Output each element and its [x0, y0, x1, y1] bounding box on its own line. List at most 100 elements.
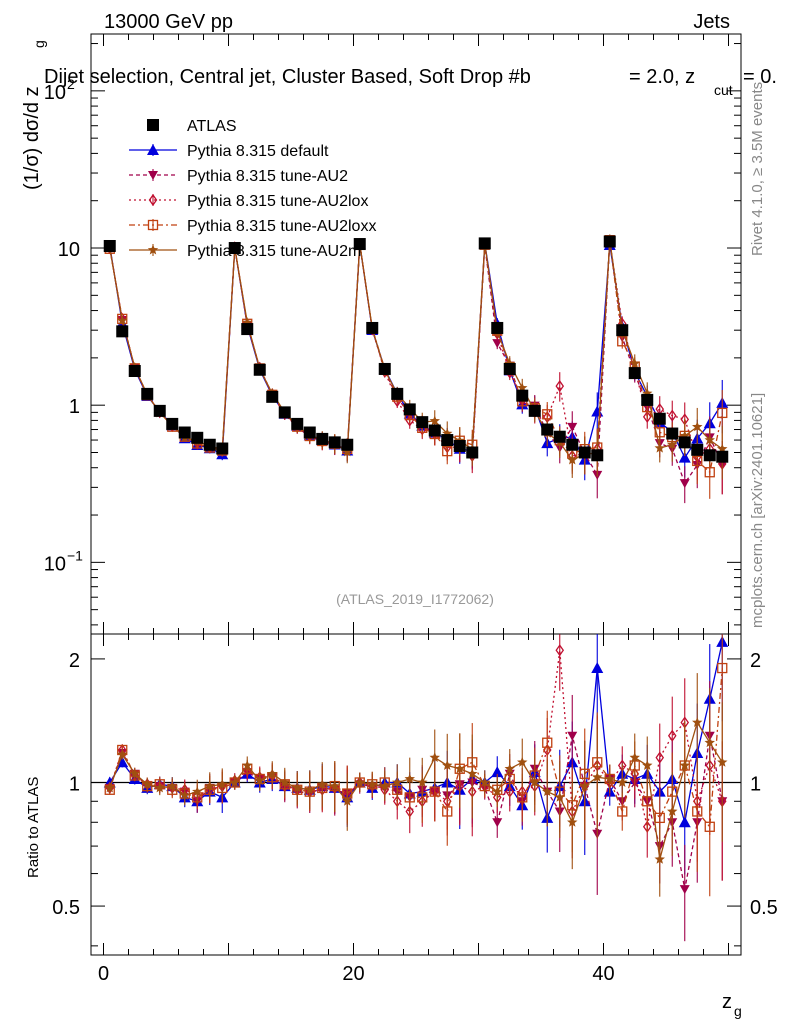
- ratio-point: [429, 752, 440, 763]
- atlas-point: [641, 393, 654, 406]
- atlas-point: [428, 424, 441, 437]
- ratio-point: [267, 768, 278, 779]
- atlas-point: [478, 237, 491, 250]
- ratio-point: [554, 791, 565, 802]
- ratio-point: [442, 806, 453, 817]
- ratio-point: [217, 778, 228, 789]
- atlas-point: [553, 430, 566, 443]
- legend-label: Pythia 8.315 default: [187, 143, 329, 160]
- ratio-tick-label-right: 1: [750, 773, 761, 795]
- legend-item: Pythia 8.315 tune-AU2loxx: [129, 218, 376, 235]
- data-point: [342, 446, 353, 457]
- main-y-axis-sub: g: [31, 40, 47, 48]
- ratio-point: [392, 776, 403, 787]
- ratio-point: [104, 782, 115, 793]
- y-tick-label: 10: [58, 239, 80, 261]
- ratio-panel: 0 20 40 2 2 1 1 0.5 0.5: [52, 34, 778, 985]
- ratio-point: [567, 731, 578, 741]
- atlas-point: [341, 438, 354, 451]
- y-tick-label: 1: [69, 396, 80, 418]
- data-point: [679, 479, 690, 489]
- ratio-point: [517, 792, 528, 803]
- atlas-point: [128, 364, 141, 377]
- ratio-point: [417, 776, 428, 787]
- atlas-point: [691, 443, 704, 456]
- ratio-point: [579, 780, 590, 791]
- atlas-point: [566, 438, 579, 451]
- atlas-point: [703, 449, 716, 462]
- atlas-point: [166, 417, 179, 430]
- legend-label: Pythia 8.315 tune-AU2m: [187, 243, 361, 260]
- ratio-point: [717, 662, 728, 674]
- atlas-point: [678, 436, 691, 449]
- data-point: [654, 442, 665, 453]
- ratio-point: [367, 778, 378, 789]
- data-point: [679, 430, 690, 441]
- ratio-point: [717, 756, 728, 767]
- ratio-series-2: [104, 681, 728, 942]
- atlas-point: [716, 450, 729, 463]
- atlas-point: [528, 404, 541, 417]
- ratio-point: [454, 763, 465, 774]
- ratio-point: [504, 763, 515, 774]
- atlas-point: [153, 404, 166, 417]
- atlas-point: [228, 242, 241, 255]
- mcplots-label: mcplots.cern.ch [arXiv:2401.10621]: [749, 393, 766, 628]
- legend-item: Pythia 8.315 tune-AU2m: [129, 243, 361, 260]
- ratio-point: [678, 816, 691, 828]
- x-tick-label: 20: [342, 963, 364, 985]
- ratio-tick-label: 1: [69, 773, 80, 795]
- ratio-point: [704, 821, 715, 832]
- analysis-id: (ATLAS_2019_I1772062): [336, 591, 494, 607]
- ratio-point: [229, 776, 240, 787]
- y-tick-exponent: 2: [67, 76, 75, 92]
- ratio-series-5: [104, 673, 728, 897]
- data-point: [429, 415, 440, 426]
- ratio-point: [492, 818, 503, 828]
- ratio-point: [292, 782, 303, 793]
- legend-item: Pythia 8.315 default: [129, 143, 329, 160]
- data-point: [692, 455, 703, 467]
- ratio-point: [242, 760, 253, 770]
- ratio-point: [604, 773, 615, 784]
- ratio-point: [542, 737, 553, 748]
- data-point: [517, 382, 528, 393]
- data-point: [642, 410, 652, 424]
- series-atlas: [103, 235, 729, 463]
- legend-item: ATLAS: [147, 118, 237, 135]
- legend-marker: [147, 144, 159, 155]
- legend-marker: [147, 219, 159, 231]
- ratio-point: [517, 756, 528, 767]
- ratio-point: [704, 737, 715, 748]
- ratio-tick-label: 0.5: [52, 897, 80, 919]
- legend-label: Pythia 8.315 tune-AU2: [187, 168, 348, 185]
- atlas-point: [378, 362, 391, 375]
- atlas-point: [416, 416, 429, 429]
- ratio-point: [542, 786, 553, 797]
- legend-label: Pythia 8.315 tune-AU2loxx: [187, 218, 376, 235]
- ratio-point: [491, 766, 504, 778]
- ratio-point: [617, 776, 628, 787]
- legend-marker: [148, 193, 158, 207]
- ratio-point: [354, 776, 365, 787]
- ratio-point: [492, 786, 503, 797]
- data-point: [629, 358, 640, 369]
- ratio-point: [167, 780, 178, 791]
- ratio-frame-box: [90, 633, 742, 956]
- ratio-point: [142, 778, 153, 789]
- data-point: [555, 379, 565, 393]
- legend-marker: [148, 171, 158, 180]
- atlas-point: [141, 387, 154, 400]
- atlas-point: [541, 423, 554, 436]
- cut-value: = 0.: [743, 66, 777, 88]
- atlas-point: [178, 426, 191, 439]
- ratio-point: [479, 776, 490, 787]
- ratio-point: [679, 885, 690, 895]
- data-point: [117, 315, 128, 326]
- ratio-point: [304, 784, 315, 795]
- data-point: [667, 439, 678, 450]
- atlas-point: [441, 434, 454, 447]
- y-tick-label: 10: [44, 553, 66, 575]
- atlas-point: [603, 235, 616, 248]
